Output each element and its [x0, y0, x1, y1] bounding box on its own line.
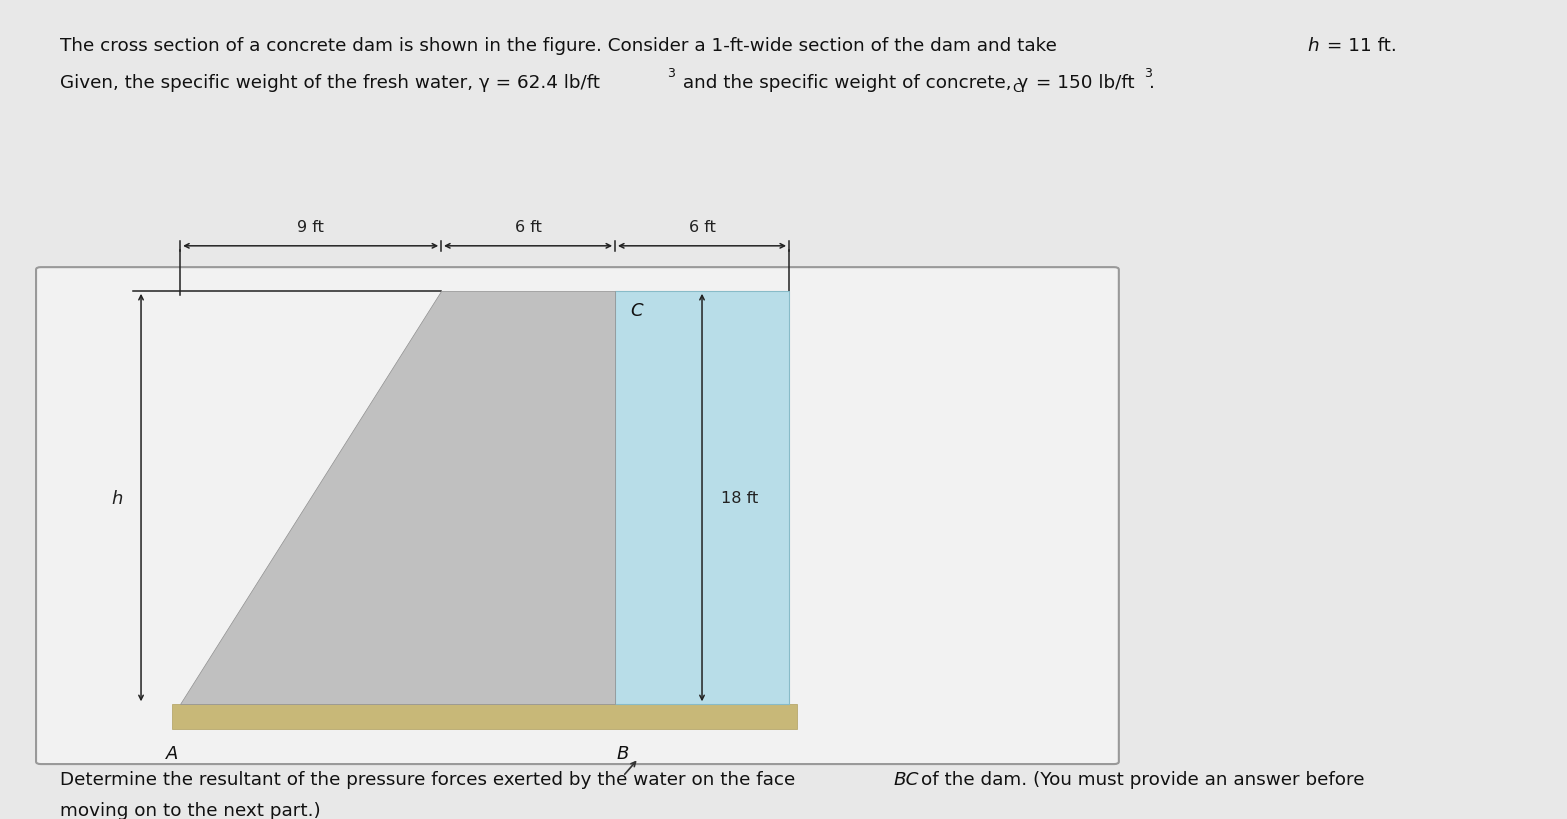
Text: 3: 3 — [668, 67, 675, 80]
Text: A: A — [166, 744, 179, 762]
Text: = 11 ft.: = 11 ft. — [1321, 37, 1396, 55]
Text: 3: 3 — [1144, 67, 1152, 80]
Text: = 150 lb/ft: = 150 lb/ft — [1030, 74, 1135, 92]
Text: The cross section of a concrete dam is shown in the figure. Consider a 1-ft-wide: The cross section of a concrete dam is s… — [60, 37, 1062, 55]
Text: moving on to the next part.): moving on to the next part.) — [60, 801, 320, 819]
Text: 6 ft: 6 ft — [514, 219, 542, 234]
Text: h: h — [111, 489, 124, 507]
Bar — [614, 292, 788, 704]
Text: C: C — [1012, 82, 1022, 95]
Text: 18 ft: 18 ft — [721, 491, 758, 505]
Text: Given, the specific weight of the fresh water, γ = 62.4 lb/ft: Given, the specific weight of the fresh … — [60, 74, 600, 92]
Text: 6 ft: 6 ft — [688, 219, 716, 234]
Text: B: B — [617, 744, 628, 762]
Text: BC: BC — [893, 770, 918, 788]
Text: h: h — [1307, 37, 1318, 55]
Bar — [172, 704, 796, 729]
Text: of the dam. (You must provide an answer before: of the dam. (You must provide an answer … — [921, 770, 1365, 788]
Text: 9 ft: 9 ft — [298, 219, 324, 234]
Text: Determine the resultant of the pressure forces exerted by the water on the face: Determine the resultant of the pressure … — [60, 770, 801, 788]
Text: and the specific weight of concrete, γ: and the specific weight of concrete, γ — [677, 74, 1028, 92]
Text: C: C — [630, 301, 644, 319]
FancyBboxPatch shape — [36, 268, 1119, 764]
Polygon shape — [180, 292, 614, 704]
Text: .: . — [1149, 74, 1155, 92]
